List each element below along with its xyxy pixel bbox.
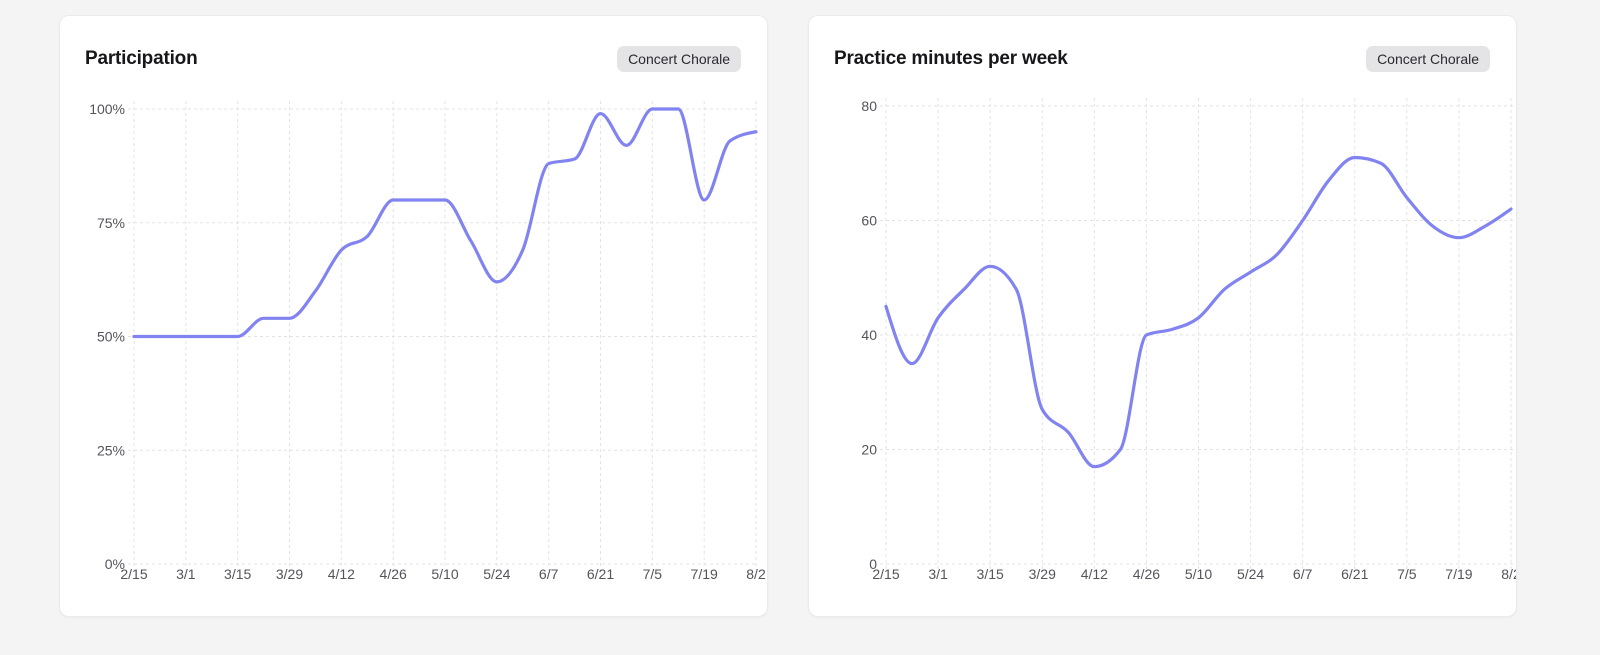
gridlines [880, 98, 1513, 570]
group-badge[interactable]: Concert Chorale [1366, 46, 1490, 73]
y-axis-tick-label: 0% [105, 556, 125, 572]
gridlines [128, 101, 758, 570]
trend-line [132, 107, 758, 339]
x-axis-tick-label: 3/15 [977, 566, 1004, 582]
x-axis-tick-label: 4/26 [1133, 566, 1160, 582]
x-axis-tick-label: 4/12 [1081, 566, 1108, 582]
practice-minutes-chart: 0 20 40 60 80 2/15 3/1 3/15 3/29 4/12 4/26 5/10 5/24… [861, 98, 1517, 582]
x-axis-tick-label: 5/24 [483, 566, 510, 582]
trend-line [884, 155, 1513, 469]
y-axis-tick-label: 25% [97, 442, 125, 458]
x-axis-tick-label: 7/19 [1445, 566, 1472, 582]
x-axis-tick-label: 7/19 [691, 566, 718, 582]
y-axis-tick-label: 20 [861, 442, 877, 458]
y-axis-tick-label: 80 [861, 98, 877, 114]
x-axis-tick-label: 3/29 [276, 566, 303, 582]
participation-card: Participation Concert Chorale 0% 25% 50% 75… [59, 15, 768, 617]
y-axis-tick-label: 0 [869, 556, 877, 572]
chart-title: Participation [85, 47, 198, 69]
axis-labels: 0% 25% 50% 75% 100% 2/15 3/1 3/15 3/29 4/12 4/26 5/… [89, 101, 766, 582]
y-axis-tick-label: 50% [97, 329, 125, 345]
x-axis-tick-label: 8/2 [746, 566, 766, 582]
y-axis-tick-label: 100% [89, 101, 125, 117]
y-axis-tick-label: 60 [861, 213, 877, 229]
x-axis-tick-label: 3/15 [224, 566, 251, 582]
group-badge[interactable]: Concert Chorale [617, 46, 741, 73]
x-axis-tick-label: 5/24 [1237, 566, 1264, 582]
x-axis-tick-label: 4/26 [380, 566, 407, 582]
x-axis-tick-label: 3/1 [928, 566, 948, 582]
x-axis-tick-label: 5/10 [1185, 566, 1212, 582]
y-axis-tick-label: 40 [861, 327, 877, 343]
y-axis-tick-label: 75% [97, 215, 125, 231]
card-header: Practice minutes per week Concert Choral… [834, 46, 1490, 73]
x-axis-tick-label: 7/5 [643, 566, 663, 582]
x-axis-tick-label: 6/7 [539, 566, 559, 582]
x-axis-tick-label: 3/29 [1029, 566, 1056, 582]
x-axis-tick-label: 4/12 [328, 566, 355, 582]
x-axis-tick-label: 3/1 [176, 566, 196, 582]
x-axis-tick-label: 2/15 [120, 566, 147, 582]
x-axis-tick-label: 6/21 [1341, 566, 1368, 582]
x-axis-tick-label: 7/5 [1397, 566, 1417, 582]
card-header: Participation Concert Chorale [85, 46, 741, 73]
x-axis-tick-label: 6/7 [1293, 566, 1313, 582]
axis-labels: 0 20 40 60 80 2/15 3/1 3/15 3/29 4/12 4/26 5/10 5/24… [861, 98, 1517, 582]
x-axis-tick-label: 6/21 [587, 566, 614, 582]
x-axis-tick-label: 5/10 [431, 566, 458, 582]
practice-minutes-card: Practice minutes per week Concert Choral… [808, 15, 1517, 617]
x-axis-tick-label: 2/15 [872, 566, 899, 582]
chart-title: Practice minutes per week [834, 47, 1068, 69]
participation-chart: 0% 25% 50% 75% 100% 2/15 3/1 3/15 3/29 4/12 4/26 5/… [89, 101, 766, 582]
x-axis-tick-label: 8/2 [1501, 566, 1517, 582]
